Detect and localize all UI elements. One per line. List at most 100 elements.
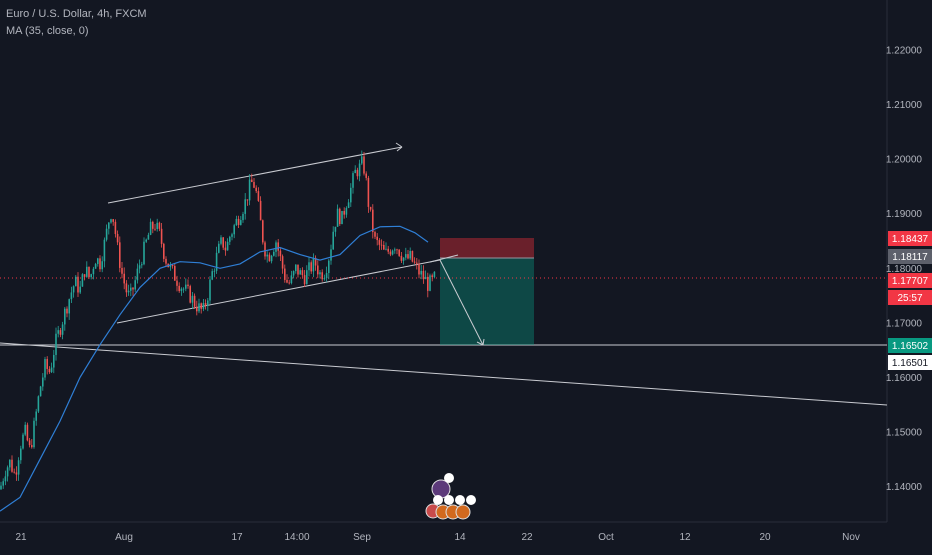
candle-body xyxy=(319,272,321,275)
chart-symbol-title[interactable]: Euro / U.S. Dollar, 4h, FXCM xyxy=(6,8,147,20)
candle-body xyxy=(361,156,363,164)
candle-body xyxy=(358,163,361,177)
candle-body xyxy=(218,243,220,253)
candle-body xyxy=(372,209,374,233)
candle-body xyxy=(273,251,275,256)
candle-body xyxy=(2,481,4,486)
event-icon[interactable] xyxy=(455,504,471,520)
indicator-legend[interactable]: MA (35, close, 0) xyxy=(6,25,89,37)
candle-body xyxy=(101,261,103,270)
candle-body xyxy=(160,228,163,244)
candle-body xyxy=(143,241,145,265)
candle-body xyxy=(341,211,343,225)
candle-body xyxy=(180,288,183,292)
channel-upper-arrowhead xyxy=(396,146,403,152)
candle-body xyxy=(266,254,268,257)
candle-body xyxy=(400,255,403,261)
price-axis[interactable]: 1.22000 1.21000 1.20000 1.19000 1.18000 1.170… xyxy=(886,46,923,494)
projection-arrowhead xyxy=(476,341,484,346)
candles xyxy=(0,150,436,491)
candle-body xyxy=(336,208,339,227)
candle-body xyxy=(108,222,110,229)
candle-body xyxy=(31,445,33,448)
candle-body xyxy=(424,276,427,280)
candle-body xyxy=(169,264,172,268)
price-label-stop-text: 1.18437 xyxy=(892,234,929,245)
price-label-horizontal-line: 1.16501 xyxy=(888,355,932,370)
event-count-badge xyxy=(444,473,454,483)
short-position-stop-zone[interactable] xyxy=(440,238,534,258)
candle-body xyxy=(114,221,117,234)
candle-body xyxy=(363,156,365,174)
candle-body xyxy=(356,169,359,177)
candle-body xyxy=(132,287,134,290)
candle-body xyxy=(244,199,246,214)
candle-body xyxy=(413,261,416,263)
candle-body xyxy=(209,279,211,301)
channel-upper-line[interactable] xyxy=(107,146,403,204)
candle-body xyxy=(59,330,62,335)
candle-body xyxy=(189,286,191,303)
candle-body xyxy=(246,199,249,201)
candle-body xyxy=(323,278,326,280)
candle-body xyxy=(284,268,286,280)
time-tick-label: 14:00 xyxy=(284,532,309,543)
candle-body xyxy=(83,274,86,277)
candle-body xyxy=(103,239,106,262)
candle-body xyxy=(420,270,422,275)
candle-body xyxy=(110,219,112,223)
candle-body xyxy=(37,396,40,412)
entry-connector-line xyxy=(429,254,459,263)
candle-body xyxy=(119,242,121,268)
candle-body xyxy=(66,308,68,314)
candle-body xyxy=(163,243,165,259)
candle-body xyxy=(97,258,99,264)
candle-body xyxy=(275,242,277,252)
candle-body xyxy=(6,467,9,477)
candle-body xyxy=(182,288,185,290)
candle-body xyxy=(251,179,253,183)
candle-body xyxy=(350,187,352,203)
price-label-entry-text: 1.18117 xyxy=(892,252,928,263)
time-axis[interactable]: 21 Aug 17 14:00 Sep 14 22 Oct 12 20 Nov xyxy=(15,532,859,543)
candle-body xyxy=(22,434,24,449)
candle-body xyxy=(330,249,332,261)
candle-body xyxy=(380,244,383,246)
candle-body xyxy=(321,272,323,280)
candle-body xyxy=(308,262,310,271)
price-tick-label: 1.14000 xyxy=(886,482,923,493)
candle-body xyxy=(317,265,319,275)
candle-body xyxy=(306,270,308,285)
candle-body xyxy=(72,286,75,293)
economic-events[interactable] xyxy=(425,473,476,520)
candle-body xyxy=(11,459,13,472)
price-label-target: 1.16502 xyxy=(888,338,932,353)
candle-body xyxy=(149,221,152,235)
candle-body xyxy=(116,233,119,243)
candle-body xyxy=(409,250,411,259)
candle-body xyxy=(290,275,293,284)
channel-lower-line[interactable] xyxy=(116,259,441,324)
candle-body xyxy=(174,265,176,281)
candle-body xyxy=(281,256,284,269)
price-tick-label: 1.16000 xyxy=(886,373,923,384)
descending-trend-line[interactable] xyxy=(0,342,888,406)
candle-body xyxy=(15,472,18,475)
candle-body xyxy=(383,244,385,250)
candle-body xyxy=(433,271,436,277)
candle-body xyxy=(20,448,22,461)
projection-arrow-line[interactable] xyxy=(439,259,484,346)
candle-body xyxy=(125,283,128,293)
candle-body xyxy=(165,258,167,264)
candle-body xyxy=(215,252,218,271)
candle-body xyxy=(270,255,273,262)
candle-body xyxy=(90,274,92,278)
price-tick-label: 1.20000 xyxy=(886,155,923,166)
candle-body xyxy=(50,367,53,373)
projection-arrowhead xyxy=(482,338,485,346)
short-position-target-zone[interactable] xyxy=(440,258,534,345)
candle-body xyxy=(398,249,400,256)
candle-body xyxy=(222,237,224,248)
